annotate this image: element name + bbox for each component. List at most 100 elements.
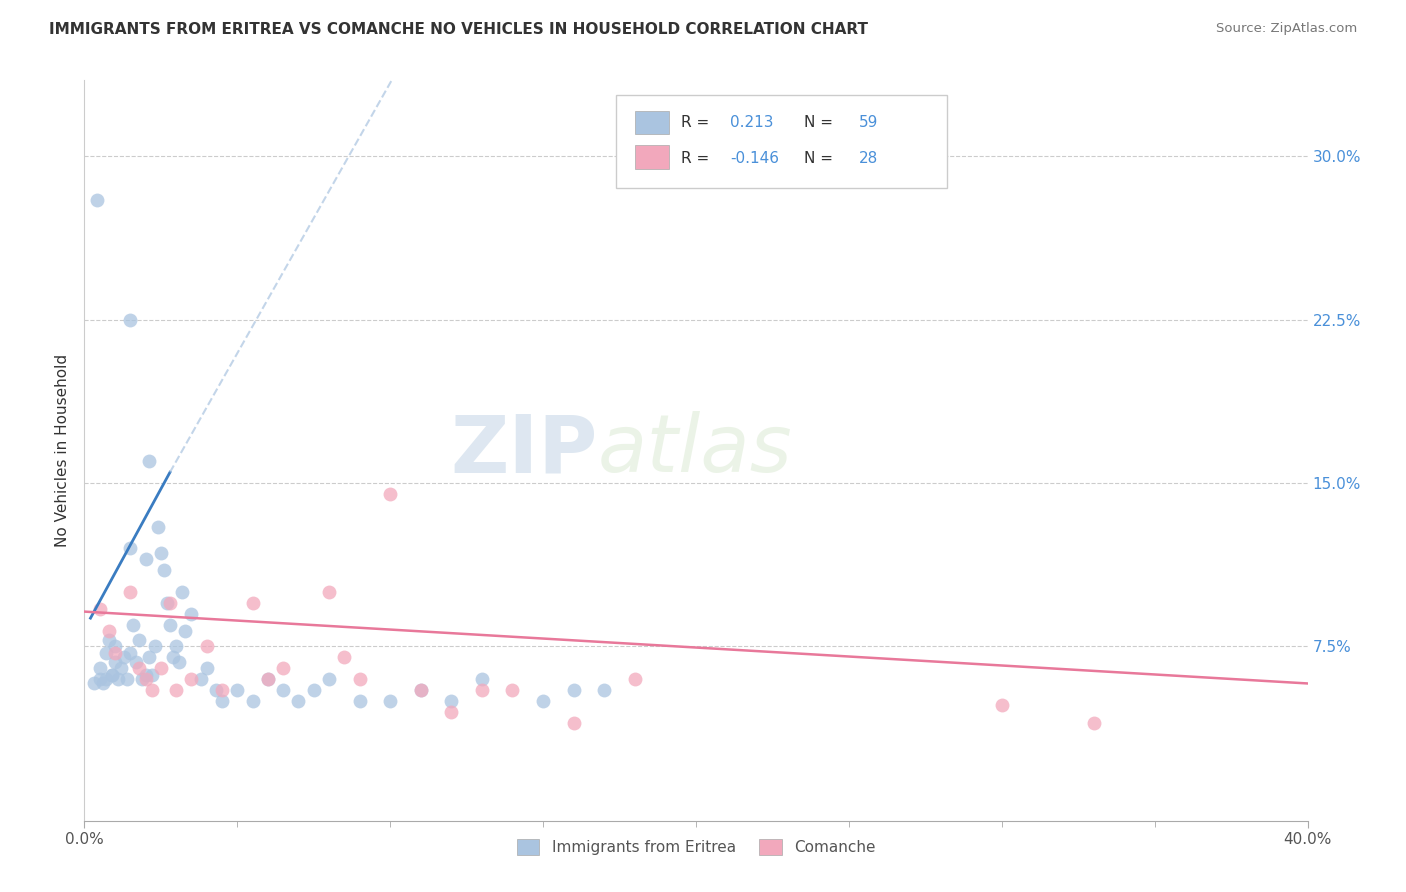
Point bbox=[211, 683, 233, 698]
Text: Source: ZipAtlas.com: Source: ZipAtlas.com bbox=[1216, 22, 1357, 36]
Point bbox=[138, 650, 160, 665]
Point bbox=[107, 672, 129, 686]
Point bbox=[211, 694, 233, 708]
Text: N =: N = bbox=[804, 151, 832, 166]
Point bbox=[333, 650, 356, 665]
Point bbox=[89, 672, 111, 686]
Point bbox=[257, 672, 280, 686]
Point bbox=[318, 672, 340, 686]
Point bbox=[135, 667, 157, 681]
Point bbox=[97, 632, 120, 647]
Point bbox=[122, 617, 145, 632]
Point bbox=[440, 705, 463, 719]
Y-axis label: No Vehicles in Household: No Vehicles in Household bbox=[55, 354, 70, 547]
Point bbox=[409, 683, 432, 698]
Text: 59: 59 bbox=[859, 115, 877, 130]
Point bbox=[271, 661, 294, 675]
Point bbox=[242, 694, 264, 708]
Point bbox=[120, 585, 142, 599]
Point bbox=[440, 694, 463, 708]
Point bbox=[287, 694, 309, 708]
Point bbox=[112, 650, 135, 665]
Text: R =: R = bbox=[682, 151, 714, 166]
Point bbox=[120, 541, 142, 556]
Point bbox=[471, 672, 494, 686]
Point bbox=[174, 624, 197, 639]
Point bbox=[97, 624, 120, 639]
Point bbox=[172, 585, 194, 599]
Point bbox=[131, 672, 153, 686]
Point bbox=[531, 694, 554, 708]
Point bbox=[562, 715, 585, 730]
Point bbox=[135, 672, 157, 686]
Point bbox=[195, 640, 218, 654]
Point bbox=[143, 640, 166, 654]
Point bbox=[502, 683, 524, 698]
Point bbox=[205, 683, 228, 698]
Point bbox=[471, 683, 494, 698]
Point bbox=[195, 661, 218, 675]
Point bbox=[138, 454, 160, 468]
Text: N =: N = bbox=[804, 115, 832, 130]
Point bbox=[409, 683, 432, 698]
Text: 28: 28 bbox=[859, 151, 877, 166]
Text: IMMIGRANTS FROM ERITREA VS COMANCHE NO VEHICLES IN HOUSEHOLD CORRELATION CHART: IMMIGRANTS FROM ERITREA VS COMANCHE NO V… bbox=[49, 22, 869, 37]
Point bbox=[83, 676, 105, 690]
Point bbox=[120, 313, 142, 327]
FancyBboxPatch shape bbox=[616, 95, 946, 187]
Point bbox=[226, 683, 249, 698]
Point bbox=[110, 661, 132, 675]
Point bbox=[257, 672, 280, 686]
Point bbox=[180, 672, 202, 686]
Point bbox=[125, 655, 148, 669]
Point bbox=[167, 655, 190, 669]
Text: ZIP: ZIP bbox=[451, 411, 598, 490]
Point bbox=[242, 596, 264, 610]
Point bbox=[94, 646, 117, 660]
Point bbox=[190, 672, 212, 686]
Legend: Immigrants from Eritrea, Comanche: Immigrants from Eritrea, Comanche bbox=[510, 833, 882, 861]
Point bbox=[128, 632, 150, 647]
Point bbox=[165, 640, 187, 654]
Point bbox=[101, 667, 124, 681]
Point bbox=[349, 694, 371, 708]
Text: -0.146: -0.146 bbox=[730, 151, 779, 166]
Text: 0.213: 0.213 bbox=[730, 115, 773, 130]
Point bbox=[318, 585, 340, 599]
Point bbox=[180, 607, 202, 621]
Point bbox=[141, 683, 163, 698]
Point bbox=[271, 683, 294, 698]
Point bbox=[991, 698, 1014, 713]
Point bbox=[146, 519, 169, 533]
Point bbox=[159, 596, 181, 610]
Point bbox=[149, 661, 172, 675]
Bar bbox=[636, 145, 669, 169]
Point bbox=[593, 683, 616, 698]
Point bbox=[1083, 715, 1105, 730]
Text: atlas: atlas bbox=[598, 411, 793, 490]
Point bbox=[89, 661, 111, 675]
Point bbox=[162, 650, 184, 665]
Point bbox=[86, 193, 108, 207]
Point bbox=[302, 683, 325, 698]
Point bbox=[624, 672, 647, 686]
Point bbox=[149, 546, 172, 560]
Point bbox=[94, 672, 117, 686]
Point bbox=[159, 617, 181, 632]
Point bbox=[156, 596, 179, 610]
Point bbox=[120, 646, 142, 660]
Point bbox=[128, 661, 150, 675]
Point bbox=[101, 667, 124, 681]
Point bbox=[89, 602, 111, 616]
Point bbox=[380, 694, 402, 708]
Bar bbox=[636, 111, 669, 135]
Point bbox=[91, 676, 114, 690]
Point bbox=[380, 487, 402, 501]
Point bbox=[115, 672, 138, 686]
Point bbox=[165, 683, 187, 698]
Point bbox=[153, 563, 176, 577]
Point bbox=[562, 683, 585, 698]
Text: R =: R = bbox=[682, 115, 714, 130]
Point bbox=[349, 672, 371, 686]
Point bbox=[141, 667, 163, 681]
